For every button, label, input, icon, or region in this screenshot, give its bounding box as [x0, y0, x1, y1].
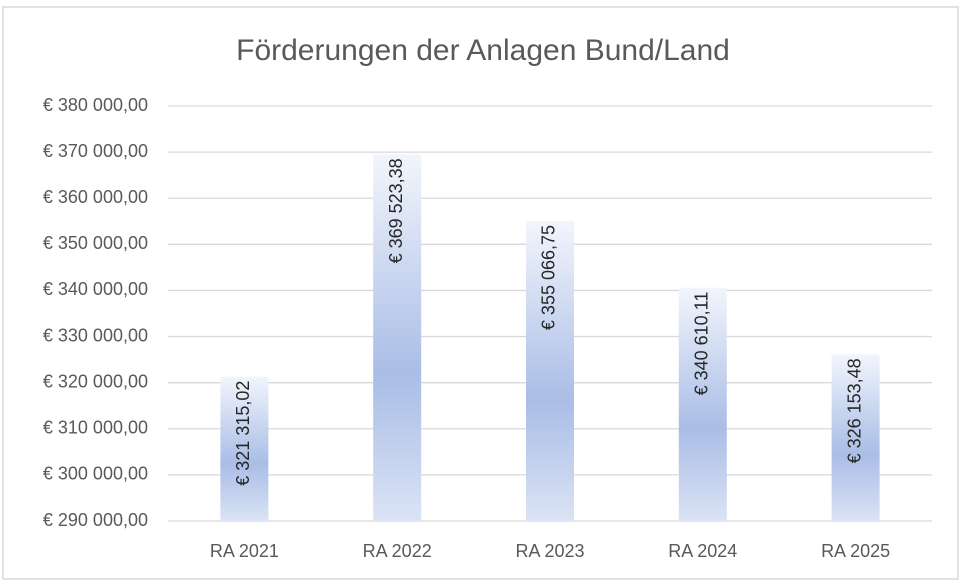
x-tick-label: RA 2024: [668, 541, 737, 561]
chart-border: [2, 6, 959, 580]
y-tick-label: € 350 000,00: [43, 233, 148, 253]
y-tick-label: € 290 000,00: [43, 510, 148, 530]
value-label: € 340 610,11: [692, 292, 712, 396]
bar: [831, 354, 880, 521]
x-tick-label: RA 2025: [821, 541, 890, 561]
bar: [220, 376, 269, 521]
y-tick-label: € 370 000,00: [43, 141, 148, 161]
bar: [678, 287, 727, 521]
y-tick-label: € 300 000,00: [43, 464, 148, 484]
x-tick-label: RA 2023: [515, 541, 584, 561]
y-tick-label: € 360 000,00: [43, 187, 148, 207]
value-label: € 369 523,38: [386, 158, 406, 263]
y-tick-label: € 340 000,00: [43, 279, 148, 299]
bar: [526, 220, 574, 522]
y-tick-label: € 330 000,00: [43, 325, 148, 345]
value-label: € 355 066,75: [539, 225, 559, 330]
value-label: € 321 315,02: [233, 381, 253, 486]
y-tick-label: € 380 000,00: [43, 95, 148, 115]
x-tick-label: RA 2021: [210, 541, 279, 561]
y-tick-label: € 320 000,00: [43, 371, 148, 391]
bar: [373, 154, 422, 522]
value-label: € 326 153,48: [844, 358, 864, 463]
y-tick-label: € 310 000,00: [43, 418, 148, 438]
chart-title: Förderungen der Anlagen Bund/Land: [236, 34, 730, 67]
x-tick-label: RA 2022: [363, 541, 432, 561]
